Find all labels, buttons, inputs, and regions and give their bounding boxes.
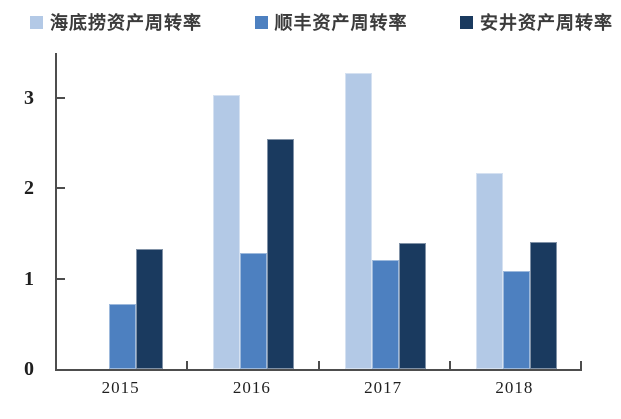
legend-swatch-icon xyxy=(460,15,473,29)
bar-series0-2018 xyxy=(475,173,503,369)
legend-swatch-icon xyxy=(254,15,268,29)
bar-series0-2017 xyxy=(344,73,372,369)
bar-series2-2015 xyxy=(136,249,164,369)
x-axis: 2015 2016 2017 2018 xyxy=(55,378,580,398)
x-tick-label-2015: 2015 xyxy=(101,378,140,397)
legend-label: 安井资产周转率 xyxy=(480,13,613,33)
legend-label: 顺丰资产周转率 xyxy=(274,13,408,33)
bar-series2-2017 xyxy=(398,243,426,369)
bar-group-2015 xyxy=(57,53,188,369)
y-tick-mark xyxy=(57,97,65,99)
x-tick-mark xyxy=(317,361,320,369)
y-tick-label: 0 xyxy=(24,358,34,380)
bar-group-2016 xyxy=(188,53,319,369)
y-tick-label: 1 xyxy=(24,268,34,290)
x-tick-label-2018: 2018 xyxy=(495,378,534,397)
legend-item-0: 海底捞资产周转率 xyxy=(30,9,202,35)
x-tick-mark xyxy=(186,361,189,369)
legend-item-2: 安井资产周转率 xyxy=(460,9,613,35)
bar-series1-2016 xyxy=(240,253,268,369)
bar-groups xyxy=(57,53,582,369)
legend-item-1: 顺丰资产周转率 xyxy=(254,9,408,35)
bar-series1-2015 xyxy=(109,304,137,369)
bar-series1-2018 xyxy=(502,271,530,369)
bar-series0-2016 xyxy=(213,95,241,369)
y-axis: 0 1 2 3 xyxy=(0,53,46,379)
y-tick-mark xyxy=(57,187,65,189)
y-tick-label: 2 xyxy=(24,177,34,199)
x-tick-label-2016: 2016 xyxy=(232,378,271,397)
bar-series2-2016 xyxy=(267,139,295,369)
bar-series2-2018 xyxy=(529,242,557,369)
x-tick-mark xyxy=(448,361,451,369)
y-tick-label: 3 xyxy=(24,87,34,109)
y-tick-mark xyxy=(57,278,65,280)
x-tick-mark xyxy=(580,361,582,369)
bar-group-2018 xyxy=(451,53,582,369)
plot-area xyxy=(55,53,582,371)
bar-series1-2017 xyxy=(371,260,399,369)
legend-swatch-icon xyxy=(30,15,43,29)
x-tick-label-2017: 2017 xyxy=(364,378,403,397)
chart-legend: 海底捞资产周转率 顺丰资产周转率 安井资产周转率 xyxy=(30,9,613,35)
legend-label: 海底捞资产周转率 xyxy=(50,13,202,33)
bar-group-2017 xyxy=(320,53,451,369)
